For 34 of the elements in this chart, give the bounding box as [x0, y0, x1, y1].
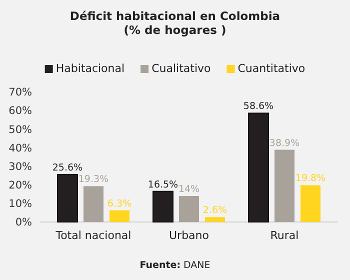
data-label: 19.3%: [78, 174, 109, 186]
chart-title: Déficit habitacional en Colombia (% de hogares ): [70, 9, 280, 37]
bar: [300, 185, 321, 222]
data-label: 6.3%: [107, 198, 132, 210]
y-tick-label: 70%: [8, 86, 32, 99]
bar: [248, 112, 270, 222]
bar: [109, 210, 130, 222]
x-tick-label: Total nacional: [54, 229, 132, 242]
bar: [205, 217, 225, 222]
bar: [152, 190, 174, 222]
y-tick-label: 20%: [8, 180, 32, 192]
legend-label: Cualitativo: [152, 62, 212, 75]
source-note: Fuente: DANE: [140, 260, 210, 271]
bar: [56, 174, 78, 222]
bar: [274, 150, 295, 222]
data-label: 25.6%: [52, 162, 83, 174]
data-label: 2.6%: [202, 205, 228, 216]
y-tick-label: 30%: [8, 160, 32, 173]
y-tick-label: 60%: [8, 105, 32, 118]
data-label: 58.6%: [243, 101, 274, 112]
y-tick-label: 40%: [8, 142, 32, 154]
x-tick-label: Urbano: [169, 229, 210, 242]
legend-label: Cuantitativo: [238, 62, 306, 75]
y-tick-label: 50%: [8, 124, 32, 136]
y-tick-label: 10%: [8, 198, 32, 210]
data-label: 14%: [178, 184, 200, 195]
data-label: 38.9%: [269, 138, 300, 149]
bar: [179, 196, 199, 222]
bar: [83, 186, 104, 222]
x-tick-label: Rural: [270, 229, 299, 242]
legend-label: Habitacional: [56, 62, 125, 75]
data-label: 19.8%: [295, 173, 326, 184]
y-tick-label: 0%: [15, 216, 32, 229]
data-label: 16.5%: [148, 179, 178, 190]
